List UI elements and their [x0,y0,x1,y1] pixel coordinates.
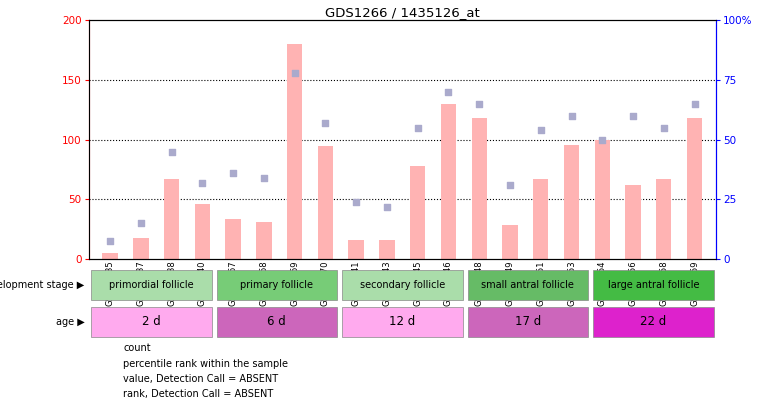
Bar [467,307,588,337]
Text: primordial follicle: primordial follicle [109,280,193,290]
Bar [564,145,579,259]
Text: rank, Detection Call = ABSENT: rank, Detection Call = ABSENT [123,390,273,399]
Point [350,198,363,205]
Text: 22 d: 22 d [640,315,667,328]
Point [104,238,116,245]
Text: percentile rank within the sample: percentile rank within the sample [123,359,288,369]
Point [411,125,424,131]
Text: 2 d: 2 d [142,315,161,328]
Title: GDS1266 / 1435126_at: GDS1266 / 1435126_at [325,6,480,19]
Text: small antral follicle: small antral follicle [481,280,574,290]
Point [166,149,178,155]
Text: secondary follicle: secondary follicle [360,280,445,290]
Bar [91,270,212,300]
Point [565,113,578,119]
Point [658,125,670,131]
Bar [656,179,671,259]
Text: count: count [123,343,151,353]
Point [442,89,454,95]
Bar [349,240,364,259]
Bar [256,222,272,259]
Point [504,182,516,188]
Bar [133,238,149,259]
Bar [380,240,395,259]
Point [473,100,485,107]
Bar [467,270,588,300]
Bar [594,140,610,259]
Text: 6 d: 6 d [267,315,286,328]
Point [596,136,608,143]
Point [688,100,701,107]
Bar [91,307,212,337]
Bar [318,146,333,259]
Text: 12 d: 12 d [389,315,416,328]
Text: development stage ▶: development stage ▶ [0,280,85,290]
Bar [216,270,337,300]
Bar [440,104,456,259]
Text: age ▶: age ▶ [56,317,85,326]
Text: large antral follicle: large antral follicle [608,280,699,290]
Bar [195,204,210,259]
Bar [342,270,463,300]
Bar [687,118,702,259]
Point [320,120,332,126]
Bar [342,307,463,337]
Bar [471,118,487,259]
Bar [593,307,714,337]
Bar [502,224,517,259]
Text: value, Detection Call = ABSENT: value, Detection Call = ABSENT [123,374,278,384]
Bar [164,179,179,259]
Bar [287,44,303,259]
Point [627,113,639,119]
Bar [226,219,241,259]
Point [196,179,209,186]
Bar [410,166,425,259]
Bar [216,307,337,337]
Point [227,170,239,177]
Point [258,175,270,181]
Point [381,203,393,210]
Point [289,70,301,76]
Text: 17 d: 17 d [514,315,541,328]
Point [534,127,547,133]
Bar [625,185,641,259]
Bar [593,270,714,300]
Bar [533,179,548,259]
Point [135,220,147,227]
Bar [102,253,118,259]
Text: primary follicle: primary follicle [240,280,313,290]
